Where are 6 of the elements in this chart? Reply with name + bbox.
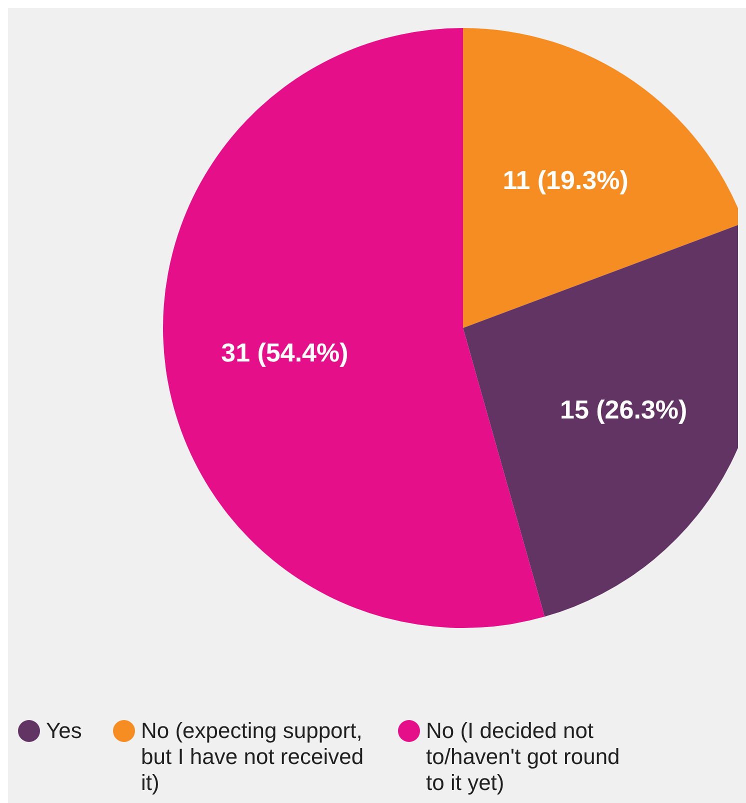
data-label: 11 (19.3%) <box>502 165 628 196</box>
legend-label: No (expecting support, but I have not received it) <box>141 718 365 796</box>
legend-label: No (I decided not to/haven't got round to it yet) <box>426 718 621 796</box>
legend-label: Yes <box>46 718 83 744</box>
data-label: 31 (54.4%) <box>221 338 348 368</box>
data-label: 15 (26.3%) <box>560 394 688 424</box>
